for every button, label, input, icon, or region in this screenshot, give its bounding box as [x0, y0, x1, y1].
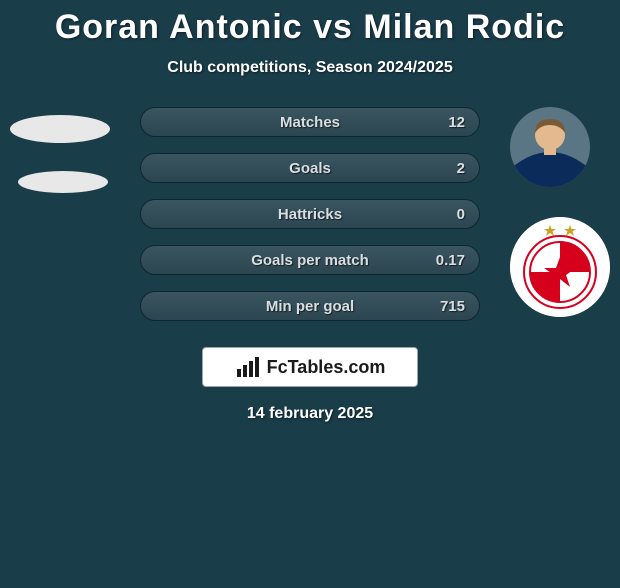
stat-row-matches: Matches 12	[140, 107, 480, 137]
ellipse-shape	[10, 115, 110, 143]
ellipse-shape	[18, 171, 108, 193]
date-text: 14 february 2025	[0, 405, 620, 423]
stats-area: Matches 12 Goals 2 Hattricks 0 Goals per…	[0, 107, 620, 337]
club-crest	[510, 217, 610, 317]
logo-text: FcTables.com	[267, 357, 386, 378]
stat-row-hattricks: Hattricks 0	[140, 199, 480, 229]
stat-rows: Matches 12 Goals 2 Hattricks 0 Goals per…	[140, 107, 480, 337]
subtitle: Club competitions, Season 2024/2025	[0, 59, 620, 77]
stat-label: Goals per match	[141, 246, 479, 276]
stat-value: 0.17	[436, 246, 465, 276]
stat-label: Min per goal	[141, 292, 479, 322]
stat-row-mpg: Min per goal 715	[140, 291, 480, 321]
stat-value: 715	[440, 292, 465, 322]
stat-row-gpm: Goals per match 0.17	[140, 245, 480, 275]
stat-value: 0	[457, 200, 465, 230]
stat-label: Goals	[141, 154, 479, 184]
stat-label: Hattricks	[141, 200, 479, 230]
stat-value: 2	[457, 154, 465, 184]
page-title: Goran Antonic vs Milan Rodic	[0, 8, 620, 47]
stat-label: Matches	[141, 108, 479, 138]
player-portrait	[510, 107, 590, 187]
left-placeholder-shapes	[10, 115, 110, 221]
logo-box: FcTables.com	[202, 347, 418, 387]
stat-row-goals: Goals 2	[140, 153, 480, 183]
bar-chart-icon	[235, 357, 261, 377]
stat-value: 12	[448, 108, 465, 138]
